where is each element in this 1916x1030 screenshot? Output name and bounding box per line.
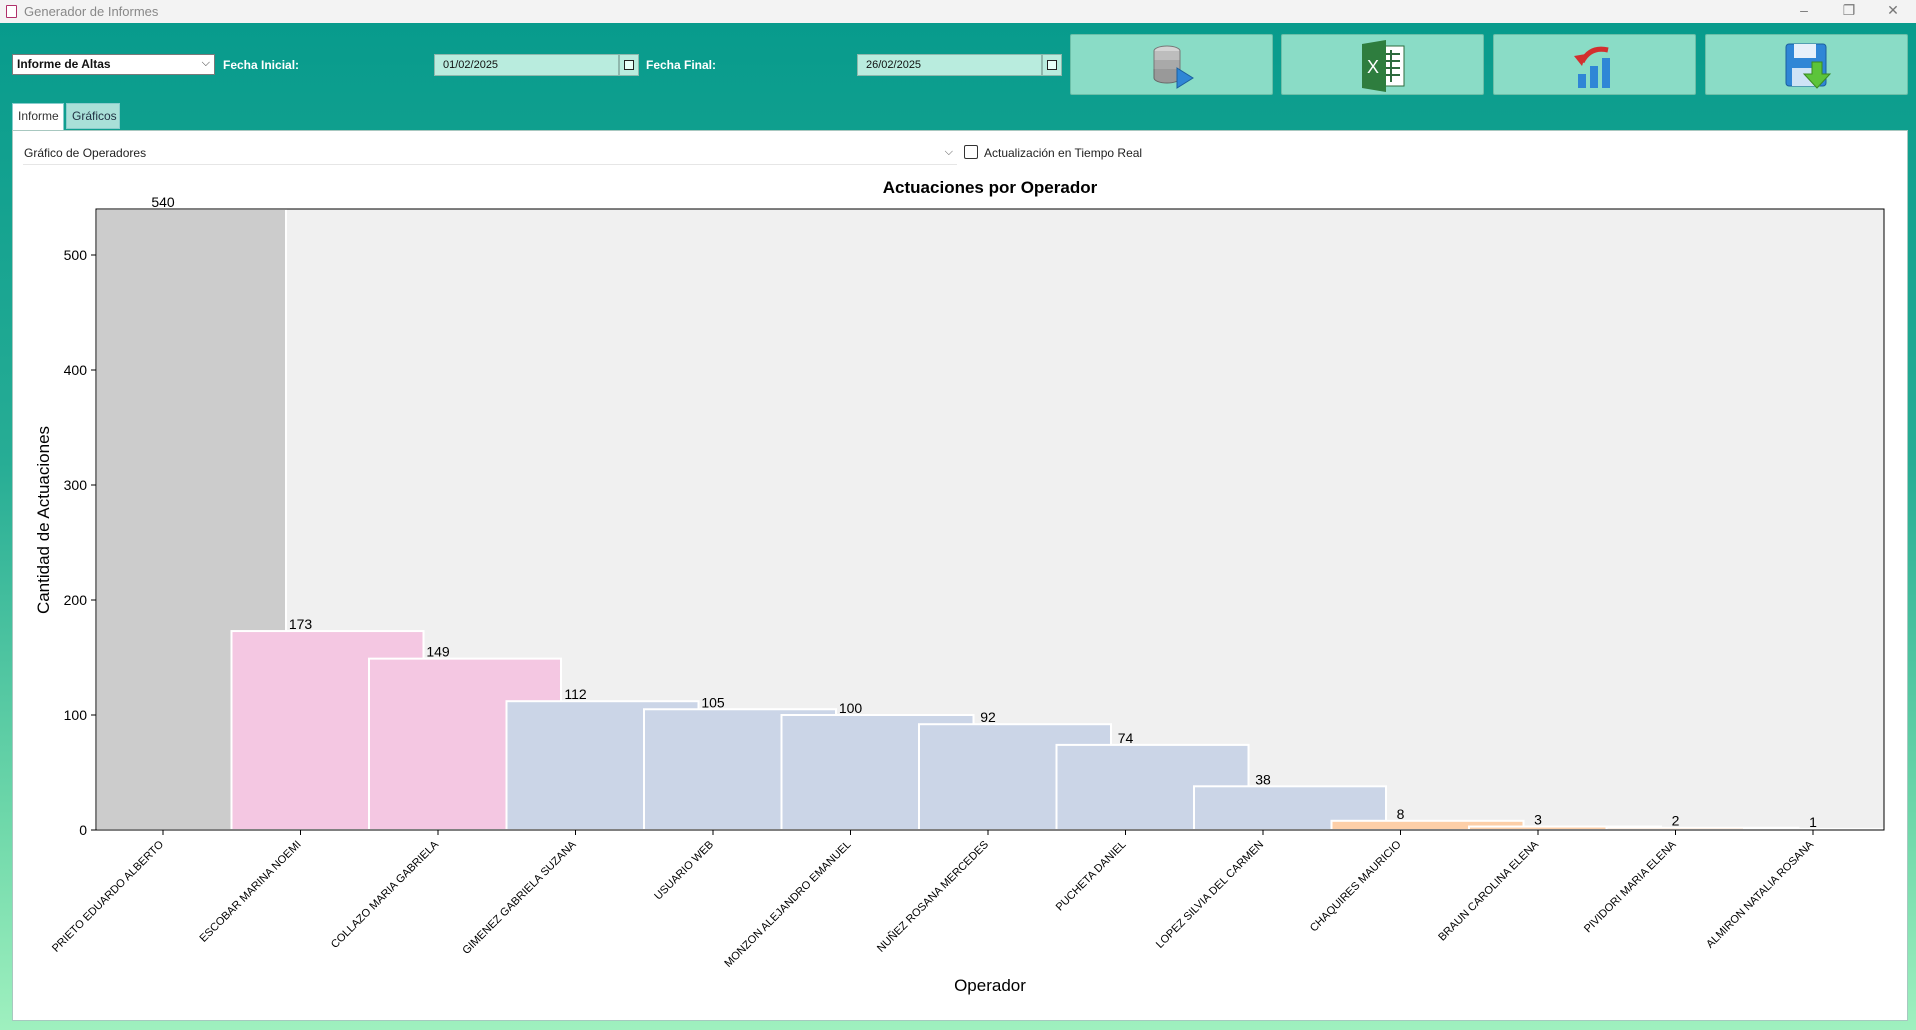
x-tick-label: USUARIO WEB xyxy=(652,839,716,903)
x-tick-label: CHAQUIRES MAURICIO xyxy=(1308,838,1404,934)
export-excel-button[interactable]: X xyxy=(1281,34,1484,95)
refresh-chart-button[interactable] xyxy=(1493,34,1696,95)
y-tick-label: 100 xyxy=(64,707,88,723)
bar-value-label: 112 xyxy=(564,686,587,702)
x-tick-label: NUÑEZ ROSANA MERCEDES xyxy=(874,838,991,955)
bar-value-label: 540 xyxy=(151,194,175,210)
bar-value-label: 3 xyxy=(1534,812,1542,828)
x-tick-label: ALMIRON NATALIA ROSANA xyxy=(1704,838,1816,950)
bar-value-label: 149 xyxy=(426,644,450,660)
chart-refresh-icon xyxy=(1574,46,1610,88)
operators-bar-chart: Actuaciones por Operador Cantidad de Act… xyxy=(34,178,1885,995)
window-title: Generador de Informes xyxy=(24,4,159,19)
y-tick-label: 300 xyxy=(64,477,88,493)
x-tick-label: PRIETO EDUARDO ALBERTO xyxy=(50,838,166,954)
svg-text:X: X xyxy=(1367,57,1379,77)
chevron-down-icon: ⌵ xyxy=(201,57,210,69)
fecha-final-label: Fecha Final: xyxy=(646,58,717,72)
x-tick-label: PUCHETA DANIEL xyxy=(1054,839,1129,914)
y-tick-label: 200 xyxy=(64,592,88,608)
x-tick-label: BRAUN CAROLINA ELENA xyxy=(1436,838,1541,943)
save-download-icon xyxy=(1785,43,1832,89)
x-tick-label: LOPEZ SILVIA DEL CARMEN xyxy=(1154,839,1266,951)
y-tick-label: 0 xyxy=(79,822,87,838)
bar-value-label: 8 xyxy=(1397,806,1405,822)
x-tick-label: ESCOBAR MARINA NOEMI xyxy=(197,839,303,945)
app-icon xyxy=(6,5,17,18)
bar-value-label: 173 xyxy=(289,616,313,632)
y-tick-label: 500 xyxy=(64,247,88,263)
x-tick-label: COLLAZO MARIA GABRIELA xyxy=(329,838,442,951)
bar-value-label: 92 xyxy=(980,709,996,725)
fecha-final-field[interactable]: 26/02/2025 xyxy=(857,54,1042,76)
chevron-down-icon: ⌵ xyxy=(944,146,953,158)
close-button[interactable]: ✕ xyxy=(1887,2,1899,18)
calendar-icon xyxy=(624,60,634,70)
tab-graficos[interactable]: Gráficos xyxy=(66,103,120,129)
fecha-inicial-label: Fecha Inicial: xyxy=(223,58,300,72)
realtime-checkbox[interactable] xyxy=(964,145,978,159)
chart-x-axis-label: Operador xyxy=(954,976,1026,995)
database-play-icon xyxy=(1153,45,1194,89)
bar-value-label: 1 xyxy=(1809,814,1817,830)
x-tick-label: MONZON ALEJANDRO EMANUEL xyxy=(722,839,853,970)
report-type-value: Informe de Altas xyxy=(17,57,111,71)
minimize-button[interactable]: – xyxy=(1800,2,1808,18)
save-button[interactable] xyxy=(1705,34,1908,95)
bar-value-label: 100 xyxy=(839,700,863,716)
x-tick-label: GIMENEZ GABRIELA SUZANA xyxy=(460,838,579,957)
x-tick-label: PIVIDORI MARIA ELENA xyxy=(1582,838,1679,935)
bar-value-label: 105 xyxy=(701,694,725,710)
bar-value-label: 2 xyxy=(1672,813,1680,829)
bar-value-label: 74 xyxy=(1118,730,1134,746)
window-titlebar: Generador de Informes – ❐ ✕ xyxy=(0,0,1916,23)
chart-title: Actuaciones por Operador xyxy=(883,178,1098,197)
excel-icon: X xyxy=(1362,40,1405,92)
fecha-final-calendar-button[interactable] xyxy=(1042,54,1062,76)
run-query-button[interactable] xyxy=(1070,34,1273,95)
tab-informe[interactable]: Informe xyxy=(12,103,64,130)
chart-selector-value: Gráfico de Operadores xyxy=(24,146,147,160)
report-type-select[interactable]: Informe de Altas ⌵ xyxy=(12,54,215,75)
fecha-inicial-field[interactable]: 01/02/2025 xyxy=(434,54,619,76)
calendar-icon xyxy=(1047,60,1057,70)
restore-button[interactable]: ❐ xyxy=(1842,2,1856,18)
bar-value-label: 38 xyxy=(1255,771,1271,787)
realtime-label: Actualización en Tiempo Real xyxy=(984,146,1143,160)
plot-frame xyxy=(95,208,1885,831)
fecha-inicial-calendar-button[interactable] xyxy=(619,54,639,76)
chart-selector-combo[interactable]: Gráfico de Operadores ⌵ xyxy=(23,143,957,165)
y-tick-label: 400 xyxy=(64,362,88,378)
chart-y-axis-label: Cantidad de Actuaciones xyxy=(34,426,53,614)
